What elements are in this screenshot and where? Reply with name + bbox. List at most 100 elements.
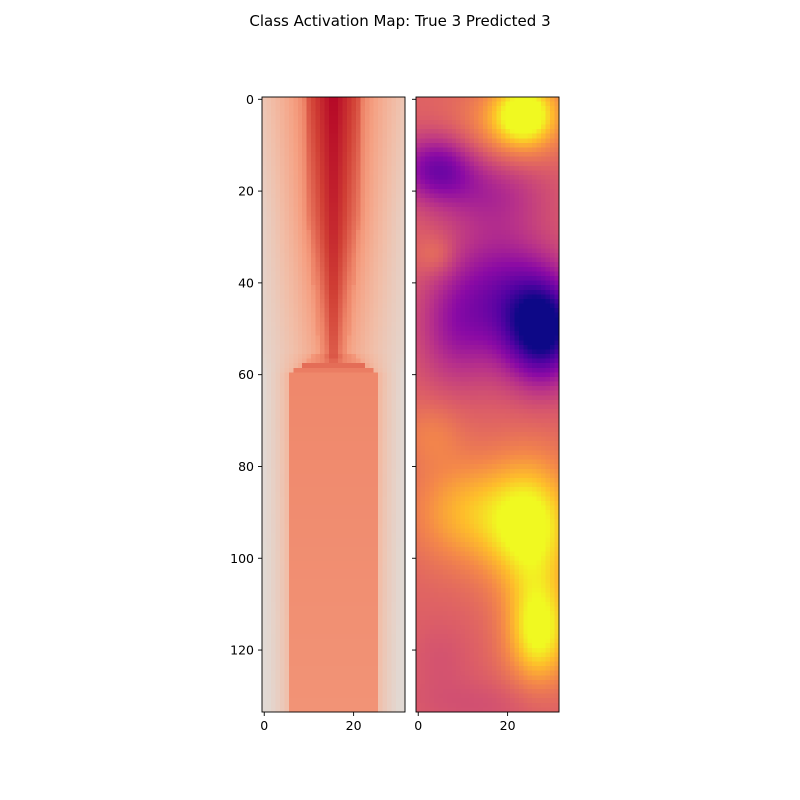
heatmap-cell (360, 285, 366, 291)
heatmap-cell (460, 170, 466, 176)
heatmap-cell (364, 491, 370, 497)
heatmap-cell (532, 119, 538, 125)
heatmap-cell (373, 647, 379, 653)
heatmap-cell (320, 298, 325, 304)
heatmap-cell (266, 97, 272, 102)
heatmap-cell (311, 551, 317, 557)
heatmap-cell (320, 207, 325, 213)
heatmap-cell (496, 161, 502, 167)
heatmap-cell (266, 110, 272, 116)
heatmap-cell (369, 519, 375, 525)
heatmap-cell (373, 193, 379, 199)
heatmap-cell (311, 119, 317, 125)
heatmap-cell (270, 698, 276, 704)
heatmap-cell (262, 675, 267, 681)
heatmap-cell (288, 358, 294, 364)
heatmap-cell (297, 133, 303, 139)
heatmap-cell (346, 505, 352, 511)
heatmap-cell (346, 629, 352, 635)
heatmap-cell (346, 289, 352, 295)
heatmap-cell (297, 656, 303, 662)
heatmap-cell (302, 303, 308, 309)
heatmap-cell (311, 588, 317, 594)
heatmap-cell (262, 647, 267, 653)
heatmap-cell (297, 335, 303, 341)
heatmap-cell (324, 367, 330, 373)
heatmap-cell (288, 119, 294, 125)
heatmap-cell (400, 633, 406, 639)
heatmap-cell (320, 473, 325, 479)
heatmap-cell (364, 275, 370, 281)
heatmap-cell (320, 165, 325, 171)
heatmap-cell (279, 666, 285, 672)
heatmap-cell (315, 606, 321, 612)
heatmap-cell (400, 418, 406, 424)
heatmap-cell (360, 367, 366, 373)
heatmap-cell (532, 179, 538, 185)
heatmap-cell (315, 239, 321, 245)
heatmap-cell (469, 170, 475, 176)
heatmap-cell (420, 133, 426, 139)
heatmap-cell (315, 707, 321, 713)
heatmap-cell (360, 257, 366, 263)
heatmap-cell (342, 243, 348, 249)
heatmap-cell (270, 133, 276, 139)
heatmap-cell (324, 289, 330, 295)
heatmap-cell (342, 165, 348, 171)
heatmap-cell (346, 611, 352, 617)
heatmap-cell (469, 193, 475, 199)
heatmap-cell (329, 409, 334, 415)
heatmap-cell (346, 477, 352, 483)
heatmap-cell (324, 230, 330, 236)
heatmap-cell (351, 106, 357, 112)
heatmap-cell (270, 271, 276, 277)
heatmap-cell (302, 418, 308, 424)
heatmap-cell (315, 386, 321, 392)
heatmap-cell (320, 175, 325, 181)
heatmap-cell (355, 266, 361, 272)
heatmap-cell (275, 624, 281, 630)
heatmap-cell (364, 308, 370, 314)
heatmap-cell (315, 477, 321, 483)
heatmap-cell (360, 505, 366, 511)
heatmap-cell (456, 175, 462, 181)
heatmap-cell (541, 133, 546, 139)
heatmap-cell (315, 491, 321, 497)
heatmap-cell (509, 142, 515, 148)
heatmap-cell (279, 257, 285, 263)
heatmap-cell (262, 156, 267, 162)
heatmap-cell (514, 110, 520, 116)
heatmap-cell (337, 652, 343, 658)
heatmap-cell (442, 138, 448, 144)
heatmap-cell (400, 115, 406, 121)
heatmap-cell (382, 702, 388, 708)
heatmap-cell (378, 652, 384, 658)
heatmap-cell (400, 340, 406, 346)
heatmap-cell (329, 500, 334, 506)
heatmap-cell (391, 285, 397, 291)
heatmap-cell (351, 211, 357, 217)
heatmap-cell (355, 147, 361, 153)
heatmap-cell (329, 399, 334, 405)
heatmap-cell (346, 97, 352, 102)
heatmap-cell (438, 142, 444, 148)
heatmap-cell (360, 620, 366, 626)
heatmap-cell (483, 101, 488, 107)
heatmap-cell (302, 399, 308, 405)
heatmap-cell (262, 326, 267, 332)
heatmap-cell (262, 551, 267, 557)
heatmap-cell (391, 491, 397, 497)
heatmap-cell (369, 427, 375, 433)
heatmap-cell (442, 106, 448, 112)
heatmap-cell (387, 317, 392, 323)
heatmap-cell (297, 376, 303, 382)
heatmap-cell (275, 436, 281, 442)
heatmap-cell (378, 298, 384, 304)
heatmap-cell (400, 308, 406, 314)
heatmap-cell (387, 216, 392, 222)
heatmap-cell (514, 115, 520, 121)
heatmap-cell (355, 289, 361, 295)
heatmap-cell (396, 601, 401, 607)
heatmap-cell (337, 303, 343, 309)
heatmap-cell (288, 670, 294, 676)
